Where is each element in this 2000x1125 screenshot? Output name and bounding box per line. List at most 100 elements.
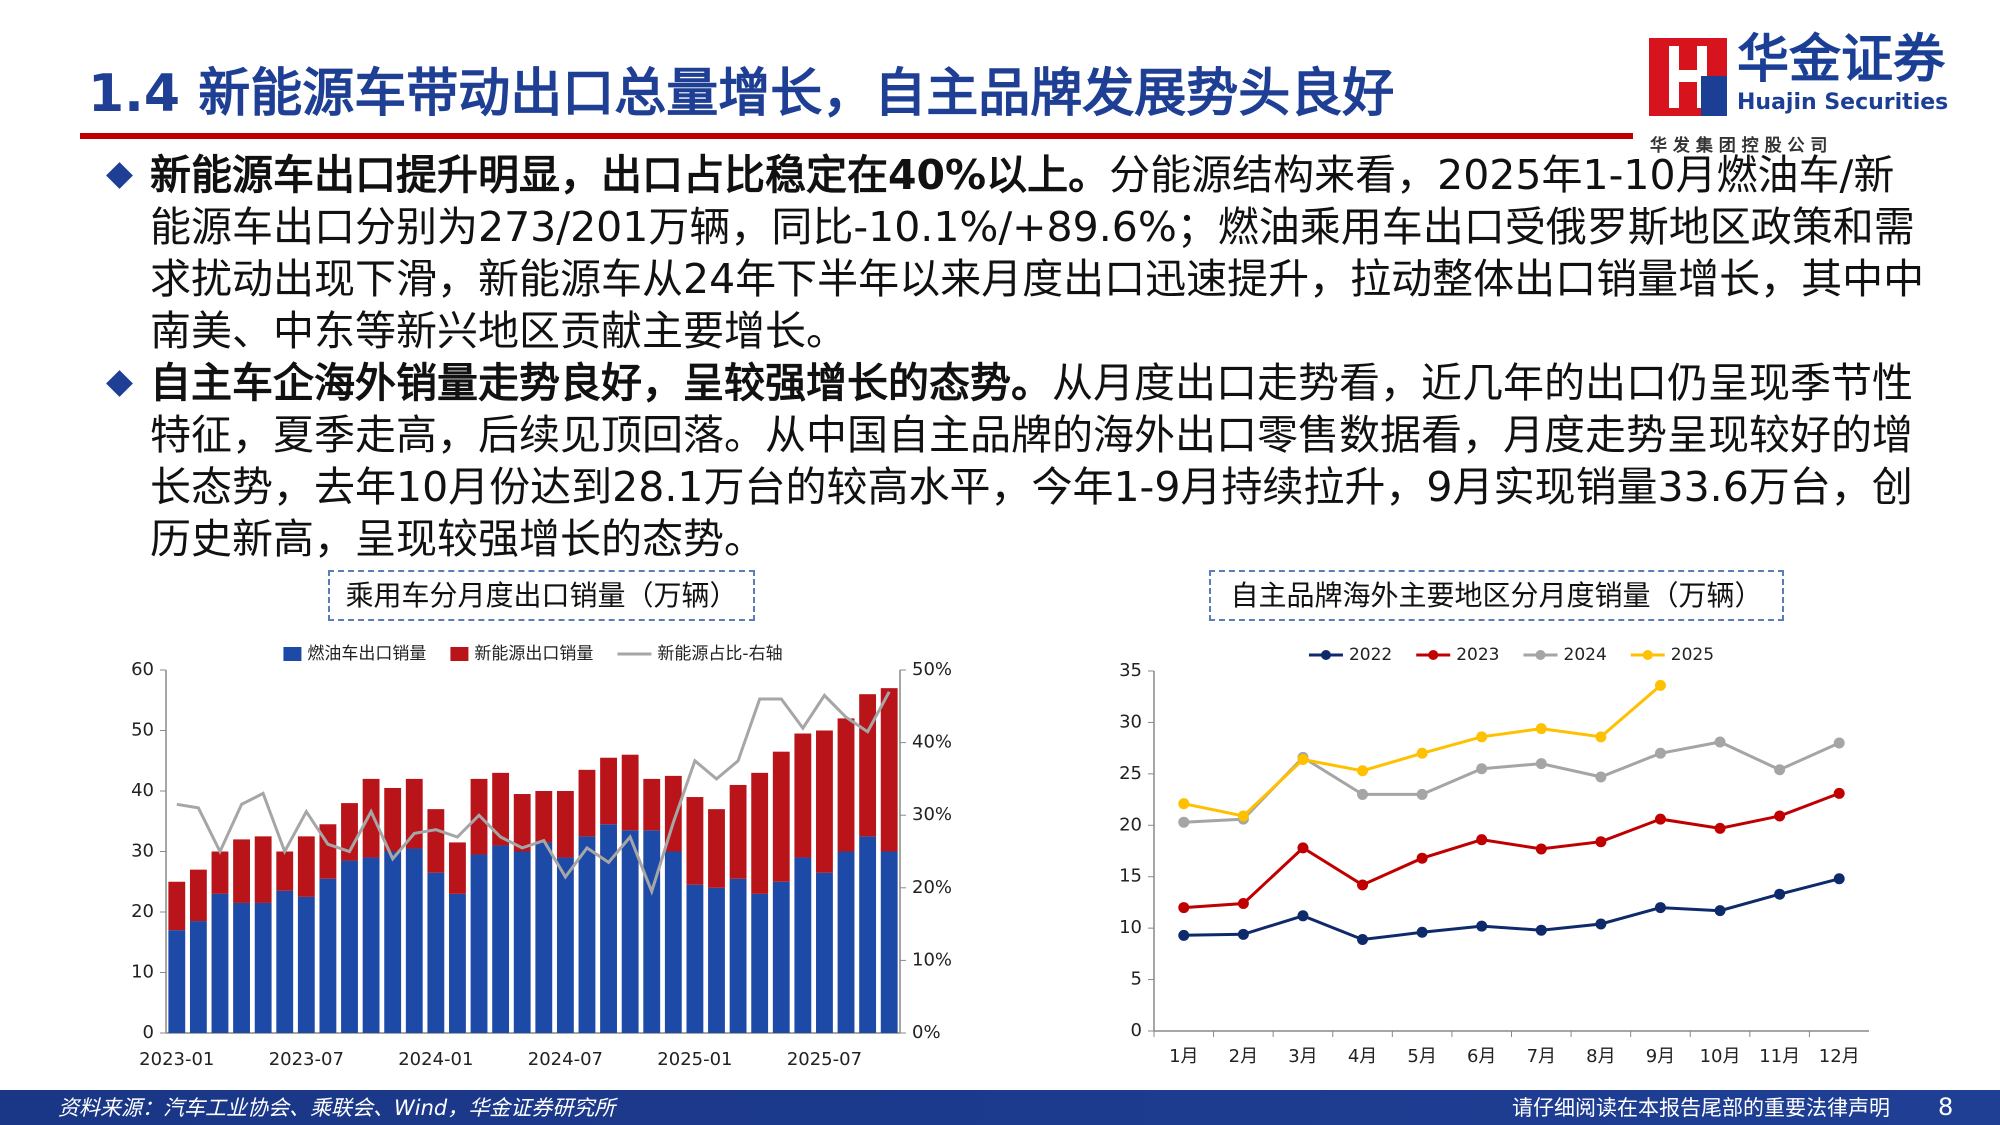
point [1237, 810, 1249, 822]
point [1774, 888, 1786, 900]
y-tick-label: 40 [131, 780, 154, 801]
legend-label: 燃油车出口销量 [307, 644, 426, 664]
bar [319, 824, 337, 879]
bar [729, 878, 747, 1033]
point [1833, 873, 1845, 885]
bar [211, 851, 229, 894]
bar [643, 778, 661, 831]
x-tick-label: 12月 [1819, 1046, 1860, 1067]
bar [168, 930, 186, 1033]
bar [297, 836, 315, 897]
x-tick-label: 2024-01 [398, 1049, 473, 1070]
bar [816, 872, 833, 1033]
bar [600, 757, 617, 825]
logo-name: 华金证券 [1737, 30, 1946, 90]
legend-label: 新能源出口销量 [474, 644, 593, 664]
point [1178, 798, 1190, 810]
bar [233, 902, 250, 1033]
y2-tick-label: 40% [912, 732, 952, 753]
y-tick-label: 25 [1119, 763, 1142, 784]
point [1178, 929, 1190, 941]
bar [556, 857, 574, 1033]
bar [556, 791, 574, 858]
legend-label: 新能源占比-右轴 [657, 644, 782, 664]
bar [513, 851, 531, 1033]
bar [384, 787, 402, 852]
bar [729, 784, 747, 879]
bar [880, 851, 898, 1033]
point [1178, 816, 1190, 828]
bar [449, 842, 466, 894]
bar [816, 730, 833, 873]
bullet-lead: 自主车企海外销量走势良好，呈较强增长的态势。 [150, 359, 1052, 407]
point [1297, 842, 1309, 854]
bar [621, 754, 639, 831]
x-tick-label: 5月 [1407, 1046, 1436, 1067]
source-note: 资料来源：汽车工业协会、乘联会、Wind，华金证券研究所 [58, 1096, 616, 1120]
x-tick-label: 2023-01 [139, 1049, 214, 1070]
point [1595, 836, 1607, 848]
bar [189, 869, 207, 922]
bar [211, 893, 229, 1033]
y-tick-label: 5 [1131, 969, 1142, 990]
bar [362, 778, 380, 858]
point [1476, 834, 1488, 846]
legend-marker [1428, 650, 1439, 660]
bar [880, 688, 898, 852]
y-tick-label: 30 [131, 841, 154, 862]
bullet-text: 分能源结构来看，2025年1-10月燃油车/新能源车出口分别为273/201万辆… [150, 151, 1925, 355]
x-tick-label: 9月 [1646, 1046, 1675, 1067]
x-tick-label: 2025-01 [657, 1049, 732, 1070]
legend-label: 2023 [1456, 645, 1499, 665]
bar [535, 791, 553, 843]
point [1237, 897, 1249, 909]
point [1833, 787, 1845, 799]
x-tick-label: 4月 [1348, 1046, 1377, 1067]
point [1357, 788, 1369, 800]
bar [643, 830, 661, 1033]
x-tick-label: 2月 [1229, 1046, 1258, 1067]
y2-tick-label: 0% [912, 1022, 941, 1043]
point [1357, 879, 1369, 891]
y-tick-label: 20 [1119, 814, 1142, 835]
bar [470, 854, 488, 1033]
y2-tick-label: 50% [912, 659, 952, 680]
bar [837, 718, 855, 852]
bar [686, 797, 704, 885]
point [1476, 731, 1488, 743]
bar [578, 836, 596, 1033]
y-tick-label: 15 [1119, 866, 1142, 887]
legend-marker [1535, 650, 1546, 660]
y-tick-label: 0 [1131, 1020, 1142, 1041]
bar [276, 890, 294, 1033]
bar [772, 751, 790, 882]
legend-swatch [450, 647, 469, 661]
y-tick-label: 60 [131, 659, 154, 680]
point [1535, 843, 1547, 855]
bullet-text: 从月度出口走势看，近几年的出口仍呈现季节性特征，夏季走高，后续见顶回落。从中国自… [150, 359, 1913, 563]
legend-label: 2024 [1564, 645, 1607, 665]
bar [708, 887, 725, 1033]
bar [492, 845, 510, 1033]
bar [168, 881, 186, 931]
bar [664, 851, 682, 1033]
point [1416, 747, 1428, 759]
bar [837, 851, 855, 1033]
bar [708, 809, 725, 888]
point [1416, 852, 1428, 864]
point [1416, 788, 1428, 800]
x-tick-label: 1月 [1169, 1046, 1198, 1067]
legend-marker [1320, 650, 1331, 660]
point [1833, 737, 1845, 749]
bar [449, 893, 466, 1033]
y-tick-label: 10 [1119, 917, 1142, 938]
x-tick-label: 8月 [1586, 1046, 1615, 1067]
line [1183, 740, 1840, 824]
legend-label: 2022 [1349, 645, 1392, 665]
y2-tick-label: 30% [912, 804, 952, 825]
bar [600, 824, 617, 1033]
bar [362, 857, 380, 1033]
bar [427, 809, 445, 873]
bar [405, 778, 423, 849]
